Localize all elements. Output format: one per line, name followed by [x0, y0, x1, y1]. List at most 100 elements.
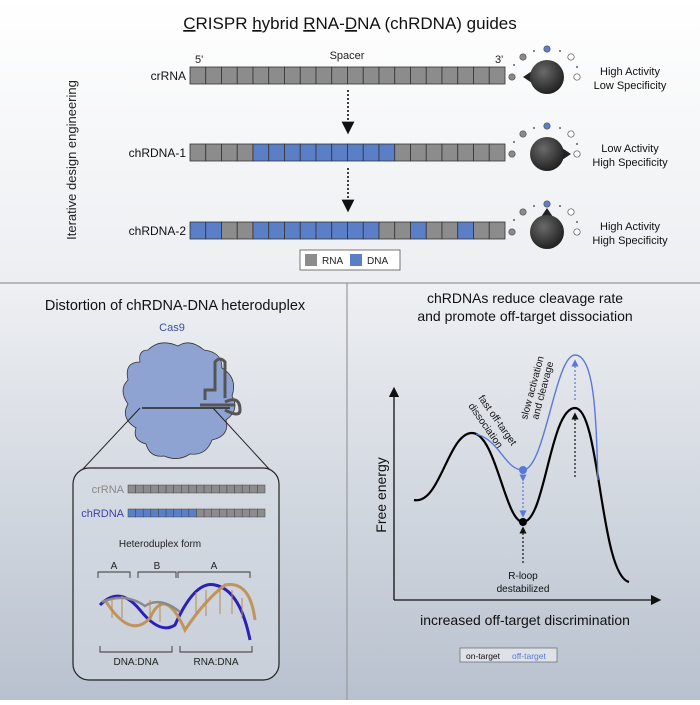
bracket-a1: A	[111, 561, 118, 572]
side-label: Iterative design engineering	[64, 80, 79, 240]
guide-row-label: crRNA	[151, 69, 186, 83]
y-axis-label: Free energy	[373, 457, 389, 532]
knob-tick	[559, 127, 561, 129]
legend-on-target: on-target	[466, 651, 501, 661]
specificity-label: High Specificity	[592, 235, 668, 247]
rna-nucleotide	[236, 66, 254, 85]
rna-nucleotide	[234, 508, 243, 518]
rna-nucleotide	[394, 143, 411, 162]
rna-nucleotide	[189, 66, 207, 85]
knob-dot	[567, 208, 575, 216]
rna-nucleotide	[203, 508, 212, 518]
bracket-a2: A	[211, 561, 218, 572]
dna-nucleotide	[410, 221, 427, 240]
title-part: ybrid	[262, 14, 304, 33]
off-target-state	[519, 466, 527, 474]
knob-tick	[559, 205, 561, 207]
rna-nucleotide	[378, 66, 396, 85]
dna-nucleotide	[252, 221, 270, 240]
rna-nucleotide	[196, 508, 205, 518]
dna-legend-label: DNA	[367, 256, 388, 267]
knob-dot	[567, 130, 575, 138]
three-prime-label: 3'	[495, 54, 503, 66]
dna-nucleotide	[205, 221, 222, 240]
knob-dot	[519, 130, 527, 138]
knob-dot	[573, 73, 581, 81]
annot-rloop-2: destabilized	[497, 584, 550, 595]
rna-nucleotide	[252, 66, 270, 85]
dna-nucleotide	[331, 221, 348, 240]
rna-nucleotide	[488, 66, 506, 85]
dna-nucleotide	[165, 508, 174, 518]
dna-dna-label: DNA:DNA	[113, 657, 158, 668]
energy-legend: on-target off-target	[459, 647, 558, 663]
rna-nucleotide	[221, 221, 238, 240]
knob-pointer	[541, 208, 553, 217]
dna-nucleotide	[362, 221, 380, 240]
knob-tick	[559, 50, 561, 52]
zoom-line-right	[212, 407, 271, 471]
knob-dot	[573, 150, 581, 158]
title-part: NA (chRDNA) guides	[357, 14, 517, 33]
knob-dot	[508, 150, 516, 158]
rna-nucleotide	[142, 484, 152, 494]
rna-nucleotide	[249, 484, 258, 494]
dna-nucleotide	[378, 143, 396, 162]
dna-nucleotide	[347, 143, 364, 162]
rna-nucleotide	[211, 484, 220, 494]
rna-nucleotide	[196, 484, 205, 494]
activity-knob-icon	[508, 200, 581, 249]
rna-nucleotide	[219, 484, 228, 494]
title-part: D	[345, 14, 357, 33]
dna-swatch	[350, 254, 362, 266]
title-part: NA-	[316, 14, 345, 33]
guide-row-label: chRDNA-1	[129, 146, 187, 160]
guide-row: chRDNA-2 High Activity High Specificity	[129, 200, 668, 249]
rna-nucleotide	[205, 143, 222, 162]
right-title-line1: chRDNAs reduce cleavage rate	[427, 290, 623, 306]
rna-nucleotide	[234, 484, 243, 494]
dna-nucleotide	[135, 508, 144, 518]
rna-nucleotide	[226, 484, 235, 494]
guide-row: crRNA High Activity Low Specificity	[151, 45, 667, 94]
rna-dna-label: RNA:DNA	[193, 657, 238, 668]
small-chrdna-label: chRDNA	[81, 508, 124, 520]
activity-knob-icon	[508, 122, 581, 171]
dna-nucleotide	[173, 508, 182, 518]
rna-nucleotide	[241, 484, 251, 494]
knob-tick	[576, 221, 578, 223]
rna-nucleotide	[425, 221, 443, 240]
dna-nucleotide	[158, 508, 167, 518]
rna-nucleotide	[219, 508, 228, 518]
dna-nucleotide	[299, 221, 317, 240]
rna-nucleotide	[299, 66, 317, 85]
rna-nucleotide	[378, 221, 396, 240]
rna-nucleotide	[441, 66, 459, 85]
heteroduplex-title: Heteroduplex form	[119, 539, 201, 550]
off-target-curve	[475, 354, 599, 481]
knob-tick	[513, 141, 515, 143]
knob-dot	[519, 53, 527, 61]
knob-body	[530, 137, 564, 171]
rna-nucleotide	[473, 66, 490, 85]
rna-nucleotide	[241, 508, 251, 518]
rna-nucleotide	[488, 221, 506, 240]
dna-nucleotide	[150, 508, 159, 518]
title-part: h	[252, 14, 261, 33]
rna-nucleotide	[181, 484, 190, 494]
knob-dot	[573, 228, 581, 236]
bracket-b: B	[154, 561, 161, 572]
rna-nucleotide	[173, 484, 182, 494]
rna-nucleotide	[226, 508, 235, 518]
bottom-brackets	[99, 646, 253, 653]
rna-nucleotide	[394, 221, 411, 240]
rna-nucleotide	[473, 143, 490, 162]
knob-dot	[543, 122, 551, 130]
specificity-label: Low Specificity	[594, 80, 667, 92]
right-title-line2: and promote off-target dissociation	[417, 308, 632, 324]
activity-label: Low Activity	[601, 143, 659, 155]
rna-nucleotide	[236, 143, 254, 162]
dna-nucleotide	[331, 143, 348, 162]
guide-rna-hairpin	[200, 357, 242, 416]
rna-nucleotide	[165, 484, 174, 494]
